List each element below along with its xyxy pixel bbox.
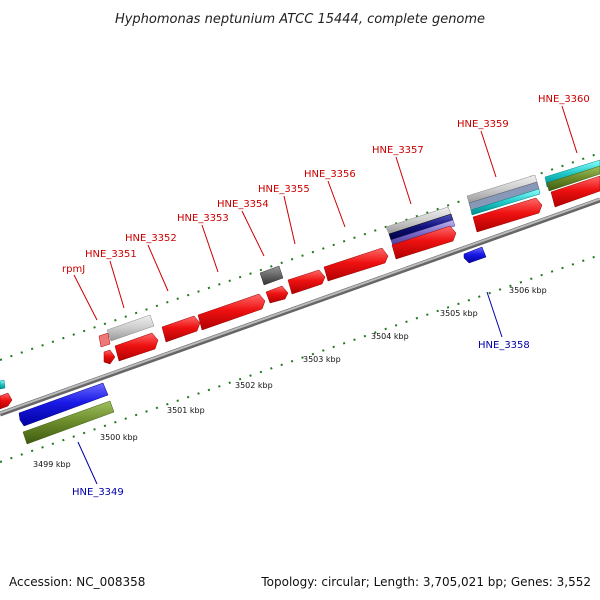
gene-label[interactable]: HNE_3356 (304, 169, 356, 180)
gene-box-hne3359-cyan[interactable] (470, 188, 541, 216)
gene-label[interactable]: HNE_3354 (217, 199, 269, 210)
gene-label[interactable]: HNE_3353 (177, 213, 229, 224)
gene-arrow-hne3359[interactable] (472, 197, 543, 233)
gene-arrow-rpmJ-top[interactable] (98, 332, 111, 348)
tick-label: 3503 kbp (303, 355, 341, 364)
gene-label[interactable]: HNE_3355 (258, 184, 310, 195)
gene-box-hne3349-olive[interactable] (22, 400, 115, 445)
gene-box-hne3357-purple[interactable] (390, 219, 456, 247)
gene-label[interactable]: HNE_3357 (372, 145, 424, 156)
gene-arrow-hne3354[interactable] (265, 285, 289, 304)
gene-label[interactable]: HNE_3360 (538, 94, 590, 105)
tick-label: 3505 kbp (440, 309, 478, 318)
gene-label[interactable]: rpmJ (62, 264, 85, 275)
scale-tick-labels: 3499 kbp 3500 kbp 3501 kbp 3502 kbp 3503… (33, 286, 547, 469)
tick-label: 3500 kbp (100, 433, 138, 442)
forward-gene-labels: rpmJ HNE_3351 HNE_3352 HNE_3353 HNE_3354… (62, 94, 590, 321)
forward-strand-genes (0, 159, 600, 410)
gene-arrow-left-edge[interactable] (0, 392, 13, 410)
gene-arrow-hne3356[interactable] (323, 247, 389, 282)
gene-arrow-hne3355[interactable] (287, 269, 326, 295)
tick-label: 3506 kbp (509, 286, 547, 295)
gene-label[interactable]: HNE_3352 (125, 233, 177, 244)
map-title: Hyphomonas neptunium ATCC 15444, complet… (115, 12, 485, 27)
inner-tick-track (0, 254, 600, 463)
gene-box-left-edge-cyan[interactable] (0, 379, 6, 390)
tick-label: 3502 kbp (235, 381, 273, 390)
gene-arrow-hne3360[interactable] (550, 175, 600, 208)
genome-backbone (0, 197, 600, 417)
gene-box-hne3360-olive[interactable] (546, 165, 600, 192)
gene-box-trna[interactable] (106, 314, 155, 342)
gene-label[interactable]: HNE_3358 (478, 340, 530, 351)
tick-label: 3501 kbp (167, 406, 205, 415)
reverse-gene-labels: HNE_3349 HNE_3358 (72, 291, 530, 498)
genome-summary-text: Topology: circular; Length: 3,705,021 bp… (260, 575, 591, 589)
tick-label: 3499 kbp (33, 460, 71, 469)
gene-arrow-rpmJ[interactable] (103, 349, 116, 365)
reverse-strand-genes (18, 246, 487, 445)
gene-arrow-hne3357[interactable] (391, 225, 457, 260)
tick-label: 3504 kbp (371, 332, 409, 341)
gene-arrow-hne3353[interactable] (197, 293, 266, 331)
gene-label[interactable]: HNE_3349 (72, 487, 124, 498)
gene-label[interactable]: HNE_3351 (85, 249, 137, 260)
gene-arrow-hne3351[interactable] (114, 332, 159, 362)
gene-arrow-hne3352[interactable] (161, 315, 201, 343)
gene-label[interactable]: HNE_3359 (457, 119, 509, 130)
gene-arrow-hne3358[interactable] (463, 246, 487, 264)
gene-arrow-hne3349[interactable] (18, 382, 109, 427)
accession-text: Accession: NC_008358 (9, 575, 145, 589)
gene-box-hne3354[interactable] (259, 265, 284, 286)
